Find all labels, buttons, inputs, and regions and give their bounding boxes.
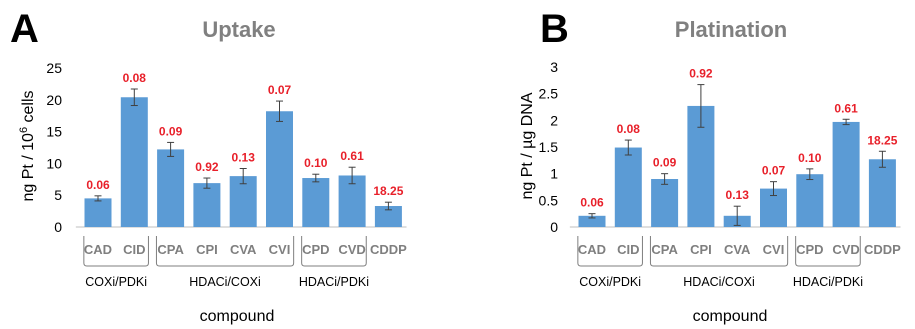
bar-cpa-b (651, 179, 679, 227)
y-tick-label-b: 2 (550, 112, 558, 128)
data-label-b: 0.13 (726, 188, 750, 202)
category-label-b: CVD (832, 242, 859, 257)
category-label-a: CPI (196, 242, 218, 257)
y-tick-label-b: 0 (550, 219, 558, 235)
category-label-a: CVA (230, 242, 257, 257)
data-label-b: 18.25 (867, 133, 897, 147)
group-bracket-b (795, 236, 861, 267)
panel-letter-a: A (10, 7, 39, 51)
y-tick-label-a: 20 (46, 92, 62, 108)
category-label-b: CAD (578, 242, 606, 257)
category-label-b: CVA (724, 242, 751, 257)
data-label-a: 0.09 (159, 124, 183, 138)
group-bracket-a (83, 236, 149, 267)
y-tick-label-a: 0 (54, 219, 62, 235)
bar-cid-a (120, 97, 148, 227)
data-label-b: 0.06 (580, 196, 604, 210)
category-label-a: CDDP (370, 242, 407, 257)
data-label-b: 0.92 (689, 67, 713, 81)
chart-title-b: Platination (675, 17, 787, 42)
data-label-b: 0.08 (617, 122, 641, 136)
data-label-a: 0.61 (340, 149, 364, 163)
bar-cddp-b (868, 159, 896, 227)
category-label-a: CVD (338, 242, 365, 257)
y-axis-label-b: ng Pt / µg DNA (519, 92, 536, 199)
data-label-b: 0.07 (762, 164, 786, 178)
group-bracket-b (649, 236, 789, 267)
data-label-b: 0.10 (798, 151, 822, 165)
panel-letter-b: B (540, 7, 569, 51)
data-label-a: 0.92 (195, 160, 219, 174)
y-axis-label-a-tail: cells (20, 90, 37, 126)
y-tick-label-b: 3 (550, 59, 558, 75)
data-label-a: 0.06 (86, 178, 110, 192)
bar-cddp-a (374, 206, 402, 227)
bar-cpd-b (796, 174, 824, 227)
category-label-b: CID (617, 242, 639, 257)
y-tick-label-a: 5 (54, 187, 62, 203)
y-tick-label-b: 1 (550, 166, 558, 182)
category-label-b: CPA (651, 242, 678, 257)
data-label-b: 0.09 (653, 156, 677, 170)
y-axis-label-a-sup: 6 (18, 127, 30, 133)
chart-title-a: Uptake (202, 17, 275, 42)
data-label-a: 0.07 (268, 83, 292, 97)
data-label-a: 0.08 (123, 71, 147, 85)
category-label-b: CDDP (864, 242, 901, 257)
group-bracket-a (155, 236, 295, 267)
group-label-a: HDACi/COXi (189, 275, 261, 289)
x-axis-label-a: compound (200, 308, 275, 325)
category-label-b: CPI (690, 242, 712, 257)
y-tick-label-a: 15 (46, 124, 62, 140)
bar-cpd-a (302, 178, 330, 227)
plot-area-a: 0 5 10 15 20 25 0.06 CAD 0.08 CID 0.09 CPA 0.92 CPI 0.… (46, 60, 407, 289)
category-label-b: CVI (763, 242, 785, 257)
group-label-b: HDACi/COXi (683, 275, 755, 289)
group-bracket-b (577, 236, 643, 267)
y-axis-label-a: ng Pt / 106 cells (18, 90, 37, 201)
data-label-b: 0.61 (834, 101, 858, 115)
group-bracket-a (301, 236, 367, 267)
plot-area-b: 0 0.5 1 1.5 2 2.5 3 0.06 CAD 0.08 CID 0.09 CPA 0.92 CP… (539, 59, 902, 289)
group-label-b: HDACi/PDKi (793, 275, 863, 289)
category-label-a: CPD (302, 242, 329, 257)
bar-cpa-a (157, 149, 185, 227)
data-label-a: 18.25 (373, 184, 403, 198)
bar-cad-a (84, 198, 112, 227)
category-label-b: CPD (796, 242, 823, 257)
group-label-a: HDACi/PDKi (299, 275, 369, 289)
category-label-a: CVI (269, 242, 291, 257)
bar-cva-a (229, 176, 257, 227)
y-tick-label-a: 10 (46, 155, 62, 171)
y-tick-label-b: 2.5 (539, 86, 559, 102)
y-tick-label-a: 25 (46, 60, 62, 76)
bar-cvi-a (266, 111, 293, 227)
bar-cid-b (614, 147, 642, 227)
group-label-b: COXi/PDKi (579, 275, 641, 289)
y-axis-label-b-main: ng Pt / µg DNA (519, 92, 536, 199)
y-tick-label-b: 0.5 (539, 192, 559, 208)
group-label-a: COXi/PDKi (85, 275, 147, 289)
bar-cvd-b (832, 121, 860, 227)
category-label-a: CAD (84, 242, 112, 257)
bar-cpi-a (193, 183, 221, 227)
category-label-a: CID (123, 242, 145, 257)
data-label-a: 0.10 (304, 156, 328, 170)
category-label-a: CPA (157, 242, 184, 257)
bar-cad-b (578, 215, 606, 227)
y-tick-label-b: 1.5 (539, 139, 559, 155)
x-axis-label-b: compound (693, 308, 768, 325)
y-axis-label-a-main: ng Pt / 10 (20, 133, 37, 202)
data-label-a: 0.13 (232, 150, 256, 164)
